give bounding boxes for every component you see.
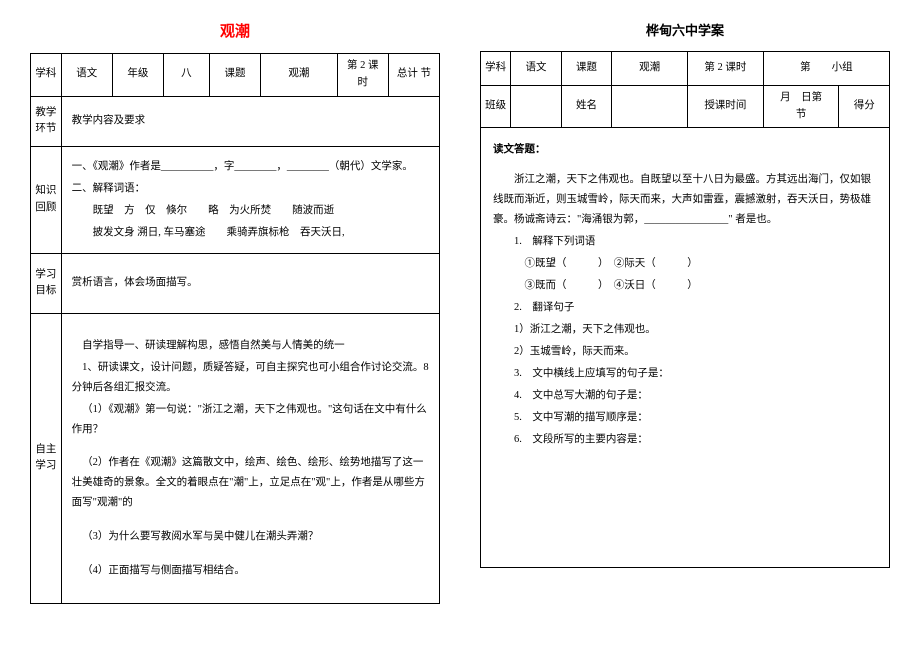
r-time-label: 授课时间: [687, 85, 763, 128]
topic-label: 课题: [209, 54, 260, 97]
q1-a: ①既望（ ） ②际天（ ）: [493, 254, 877, 274]
env-label: 教学环节: [31, 96, 62, 147]
review-line4: 披发文身 溯日, 车马塞途 乘骑弄旗标枪 吞天沃日,: [72, 223, 429, 243]
env-content: 教学内容及要求: [61, 96, 439, 147]
right-page: 桦甸六中学案 学科 语文 课题 观潮 第 2 课时 第 小组 班级 姓名 授课时…: [480, 20, 890, 632]
header-row: 学科 语文 年级 八 课题 观潮 第 2 课时 总计 节: [31, 54, 440, 97]
r-period: 第 2 课时: [687, 52, 763, 86]
q1-b: ③既而（ ） ④沃日（ ）: [493, 276, 877, 296]
review-row: 知识回顾 一、《观潮》作者是__________，字________，_____…: [31, 147, 440, 254]
r-name-blank: [612, 85, 688, 128]
left-page: 观潮 学科 语文 年级 八 课题 观潮 第 2 课时 总计 节 教学环节 教学内…: [30, 20, 440, 632]
grade-value: 八: [163, 54, 209, 97]
right-content: 读文答题： 浙江之潮，天下之伟观也。自既望以至十八日为最盛。方其远出海门，仅如银…: [480, 128, 890, 568]
review-line2: 二、解释词语：: [72, 179, 429, 199]
self-p1: 自学指导一、研读理解构思，感悟自然美与人情美的统一: [72, 336, 429, 356]
spacer: [493, 162, 877, 168]
env-row: 教学环节 教学内容及要求: [31, 96, 440, 147]
r-header-row2: 班级 姓名 授课时间 月 日第 节 得分: [481, 85, 890, 128]
r-group: 第 小组: [763, 52, 889, 86]
r-topic-label: 课题: [561, 52, 611, 86]
r-subject-label: 学科: [481, 52, 511, 86]
spacer: [72, 441, 429, 451]
r-header-row1: 学科 语文 课题 观潮 第 2 课时 第 小组: [481, 52, 890, 86]
self-p4: （2）作者在《观潮》这篇散文中，绘声、绘色、绘形、绘势地描写了这一壮美雄奇的景象…: [72, 453, 429, 513]
left-table: 学科 语文 年级 八 课题 观潮 第 2 课时 总计 节 教学环节 教学内容及要…: [30, 53, 440, 604]
r-subject: 语文: [511, 52, 561, 86]
review-line1: 一、《观潮》作者是__________，字________，________（朝…: [72, 157, 429, 177]
q4: 4. 文中总写大潮的句子是：: [493, 386, 877, 406]
q2-b: 2）玉城雪岭，际天而来。: [493, 342, 877, 362]
grade-label: 年级: [112, 54, 163, 97]
self-p5: （3）为什么要写教阅水军与吴中健儿在潮头弄潮？: [72, 527, 429, 547]
review-label: 知识回顾: [31, 147, 62, 254]
r-class-blank: [511, 85, 561, 128]
read-title: 读文答题：: [493, 140, 877, 160]
r-para: 浙江之潮，天下之伟观也。自既望以至十八日为最盛。方其远出海门，仅如银线既而渐近，…: [493, 170, 877, 230]
q2-label: 2. 翻译句子: [493, 298, 877, 318]
r-topic: 观潮: [612, 52, 688, 86]
r-score-label: 得分: [839, 85, 890, 128]
spacer: [72, 549, 429, 559]
self-p2: 1、研读课文，设计问题，质疑答疑，可自主探究也可小组合作讨论交流。8 分钟后各组…: [72, 358, 429, 398]
main-title: 观潮: [30, 20, 440, 41]
r-time-value: 月 日第 节: [763, 85, 839, 128]
self-row: 自主学习 自学指导一、研读理解构思，感悟自然美与人情美的统一 1、研读课文，设计…: [31, 313, 440, 603]
self-label: 自主学习: [31, 313, 62, 603]
r-name-label: 姓名: [561, 85, 611, 128]
goal-row: 学习目标 赏析语言，体会场面描写。: [31, 253, 440, 313]
goal-content: 赏析语言，体会场面描写。: [61, 253, 439, 313]
topic-value: 观潮: [261, 54, 338, 97]
self-content: 自学指导一、研读理解构思，感悟自然美与人情美的统一 1、研读课文，设计问题，质疑…: [61, 313, 439, 603]
review-line3: 既望 方 仅 倏尔 略 为火所焚 随波而逝: [72, 201, 429, 221]
q5: 5. 文中写潮的描写顺序是：: [493, 408, 877, 428]
q6: 6. 文段所写的主要内容是：: [493, 430, 877, 450]
q1-label: 1. 解释下列词语: [493, 232, 877, 252]
q2-a: 1）浙江之潮，天下之伟观也。: [493, 320, 877, 340]
self-p3: （1）《观潮》第一句说："浙江之潮，天下之伟观也。"这句话在文中有什么作用？: [72, 400, 429, 440]
goal-label: 学习目标: [31, 253, 62, 313]
right-title: 桦甸六中学案: [480, 20, 890, 39]
total-label: 总计 节: [388, 54, 439, 97]
subject-label: 学科: [31, 54, 62, 97]
spacer: [72, 515, 429, 525]
period-label: 第 2 课时: [337, 54, 388, 97]
right-header-table: 学科 语文 课题 观潮 第 2 课时 第 小组 班级 姓名 授课时间 月 日第 …: [480, 51, 890, 128]
r-class-label: 班级: [481, 85, 511, 128]
q3: 3. 文中横线上应填写的句子是：: [493, 364, 877, 384]
subject-value: 语文: [61, 54, 112, 97]
review-content: 一、《观潮》作者是__________，字________，________（朝…: [61, 147, 439, 254]
self-p6: （4）正面描写与侧面描写相结合。: [72, 561, 429, 581]
